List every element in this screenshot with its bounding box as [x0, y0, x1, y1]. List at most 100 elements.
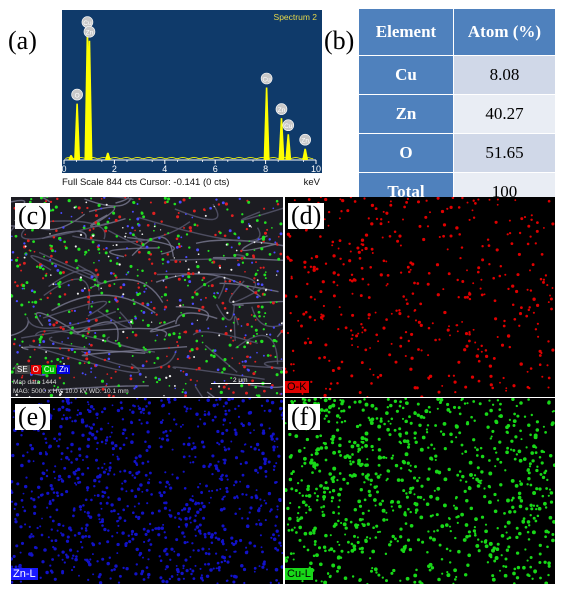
zinc-dot — [237, 415, 241, 419]
zinc-dot — [123, 469, 127, 473]
zinc-dot — [79, 508, 82, 511]
zinc-map-image — [11, 398, 283, 584]
copper-dot — [363, 481, 366, 484]
zinc-dot — [217, 566, 221, 569]
copper-dot — [321, 513, 326, 518]
copper-dot — [285, 422, 287, 425]
copper-dot — [517, 495, 522, 500]
copper-dot — [493, 492, 497, 497]
oxygen-dot — [511, 284, 515, 288]
zinc-dot — [87, 578, 90, 582]
copper-dot — [480, 515, 485, 519]
zinc-dot — [185, 525, 188, 528]
zinc-dot — [217, 460, 220, 463]
copper-dot — [381, 576, 384, 579]
zinc-dot — [144, 473, 148, 477]
copper-dot — [333, 399, 337, 403]
zinc-dot — [241, 492, 244, 496]
copper-dot — [385, 511, 388, 514]
copper-particle — [257, 289, 260, 292]
copper-particle — [97, 247, 101, 251]
zinc-dot — [78, 505, 83, 509]
copper-dot — [373, 485, 377, 489]
copper-particle — [163, 338, 166, 341]
zinc-dot — [73, 565, 76, 569]
fiber-strand — [172, 366, 265, 380]
zinc-dot — [122, 566, 125, 570]
oxygen-particle — [101, 387, 105, 391]
zinc-dot — [66, 401, 71, 405]
oxygen-dot — [428, 374, 433, 378]
zinc-particle — [90, 367, 93, 370]
zinc-dot — [225, 486, 229, 490]
copper-dot — [351, 453, 354, 456]
zinc-dot — [78, 411, 83, 416]
zinc-particle — [194, 384, 197, 386]
copper-particle — [240, 220, 245, 224]
copper-particle — [275, 301, 278, 303]
oxygen-particle — [189, 229, 193, 233]
zinc-dot — [205, 484, 208, 488]
fiber-strand — [72, 221, 191, 243]
zinc-dot — [224, 409, 227, 413]
zinc-dot — [77, 409, 79, 412]
copper-dot — [364, 538, 368, 542]
zinc-dot — [148, 471, 152, 475]
zinc-dot — [150, 493, 153, 496]
oxygen-dot — [350, 273, 354, 277]
copper-dot — [473, 533, 477, 537]
copper-dot — [404, 522, 408, 525]
oxygen-dot — [551, 222, 555, 226]
oxygen-dot — [531, 263, 535, 267]
copper-dot — [324, 533, 328, 538]
zinc-dot — [182, 442, 186, 446]
zinc-dot — [43, 548, 47, 552]
oxygen-particle — [155, 313, 158, 316]
copper-particle — [142, 380, 145, 383]
bright-particle — [275, 274, 278, 276]
oxygen-dot — [327, 224, 330, 227]
zinc-dot — [125, 436, 128, 440]
copper-particle — [191, 296, 194, 299]
copper-dot — [302, 401, 306, 405]
zinc-dot — [207, 531, 211, 536]
oxygen-dot — [480, 350, 483, 353]
copper-dot — [418, 423, 422, 428]
zinc-particle — [232, 280, 236, 283]
zinc-particle — [178, 200, 182, 204]
oxygen-dot — [404, 330, 408, 334]
zinc-dot — [181, 531, 185, 535]
copper-particle — [142, 215, 146, 219]
zinc-dot — [96, 417, 99, 419]
zinc-particle — [44, 389, 47, 392]
zinc-dot — [19, 551, 22, 554]
zinc-particle — [249, 356, 252, 359]
oxygen-dot — [542, 278, 546, 281]
zinc-particle — [129, 231, 132, 235]
oxygen-dot — [510, 242, 514, 245]
copper-particle — [11, 370, 14, 374]
zinc-particle — [90, 275, 94, 279]
zinc-dot — [138, 551, 143, 556]
oxygen-dot — [452, 374, 455, 377]
copper-dot — [469, 506, 474, 511]
oxygen-dot — [457, 296, 460, 299]
zinc-dot — [159, 559, 163, 562]
oxygen-dot — [505, 389, 508, 392]
zinc-particle — [122, 283, 126, 287]
zinc-dot — [254, 494, 258, 498]
zinc-dot — [101, 557, 105, 561]
zinc-dot — [232, 574, 237, 579]
oxygen-particle — [195, 347, 199, 351]
copper-dot — [370, 569, 373, 573]
copper-dot — [517, 491, 522, 496]
copper-dot — [419, 415, 424, 419]
zinc-dot — [76, 413, 79, 417]
zinc-dot — [48, 501, 52, 506]
zinc-dot — [39, 525, 42, 528]
zinc-dot — [86, 489, 89, 492]
copper-dot — [427, 565, 431, 569]
copper-particle — [13, 338, 17, 341]
oxygen-dot — [443, 310, 447, 315]
copper-particle — [114, 274, 117, 277]
